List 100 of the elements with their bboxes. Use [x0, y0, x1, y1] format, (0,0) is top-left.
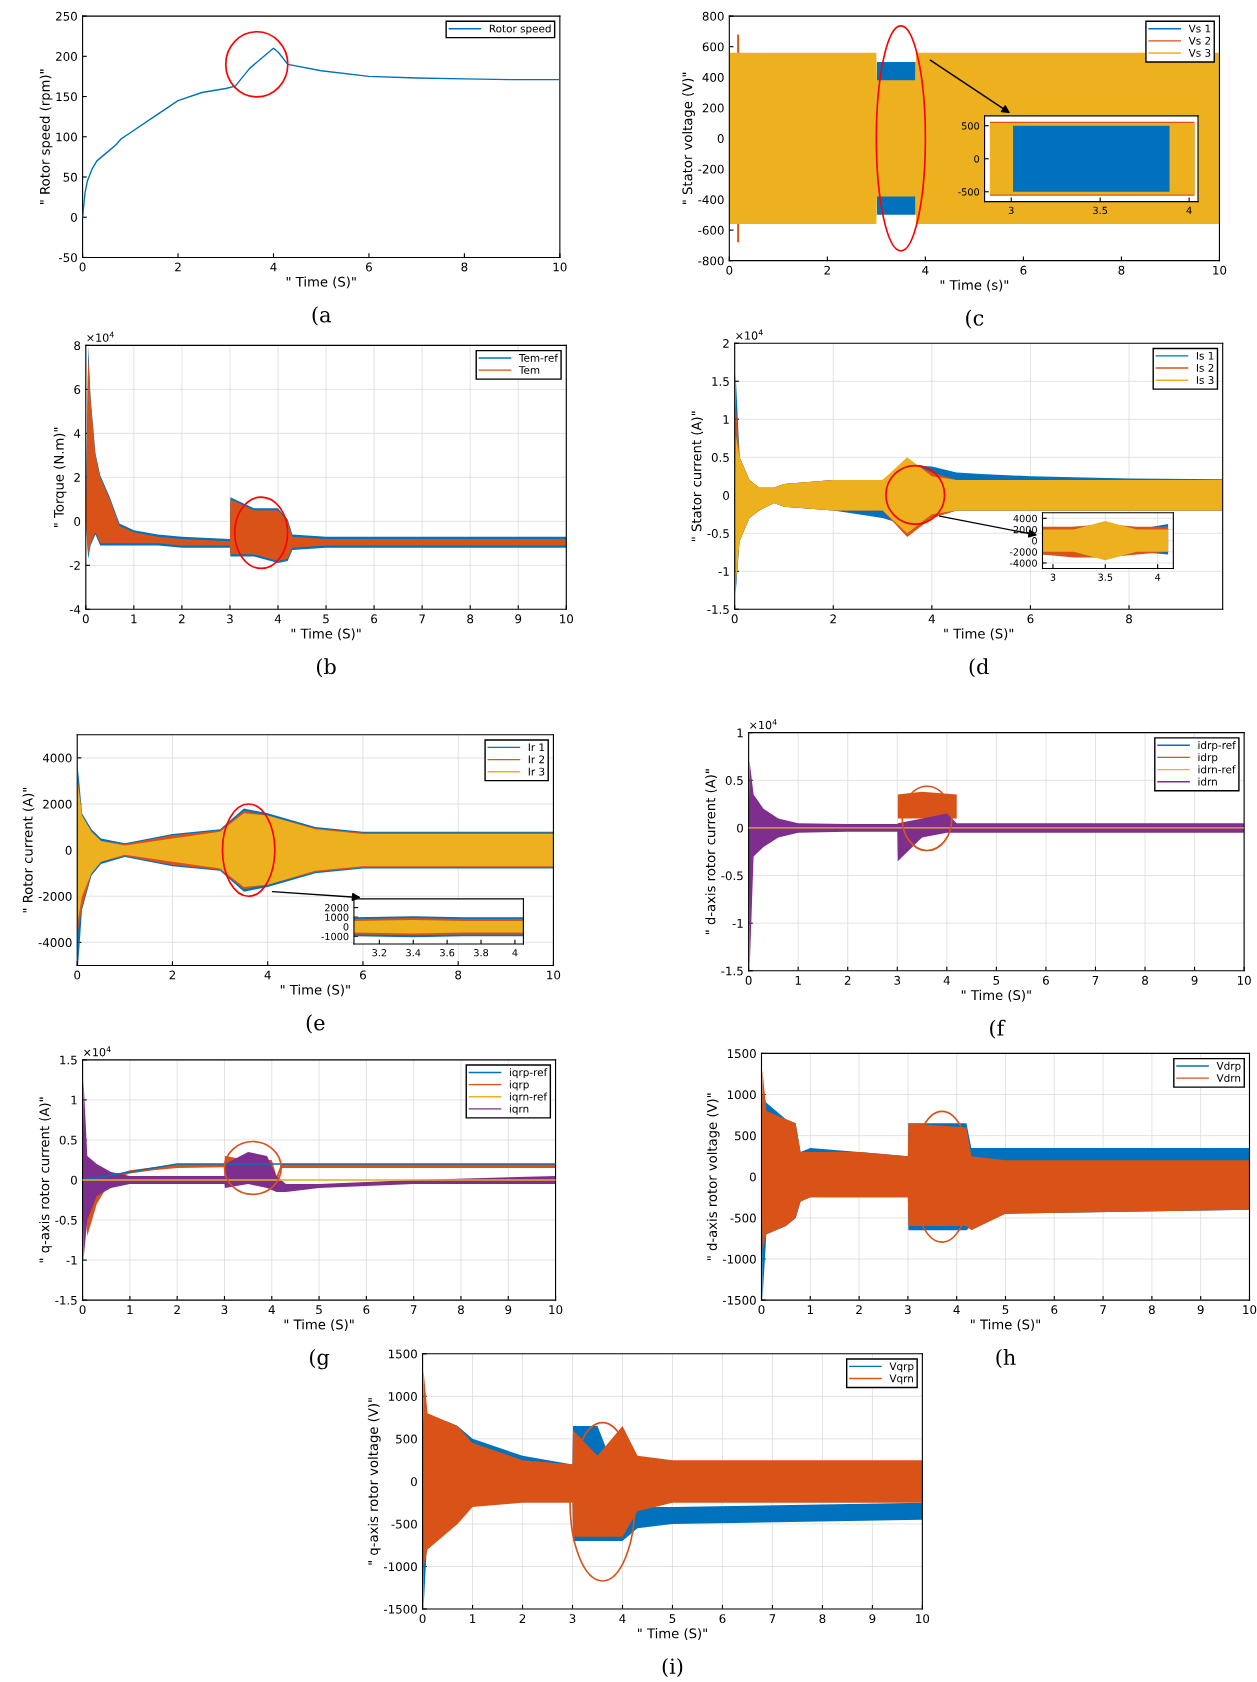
y-tick-label: -400 — [698, 195, 724, 205]
x-tick-label: 7 — [1100, 1305, 1106, 1314]
y-tick-label: -800 — [698, 256, 724, 266]
y-tick-label: -1 — [718, 567, 729, 576]
y-tick-label: -4000 — [38, 938, 72, 948]
x-axis-title: " Time (S)" — [961, 989, 1031, 1002]
y-tick-label: 2 — [74, 473, 80, 482]
x-tick-label: 3 — [1008, 206, 1014, 215]
y-tick-label: -200 — [698, 164, 724, 174]
legend-label: idrp-ref — [1198, 740, 1236, 752]
x-axis-title: " Time (S)" — [971, 1319, 1040, 1331]
text: ×10$^{4}$ — [736, 329, 763, 340]
legend-label: Tem — [518, 366, 540, 374]
x-tick-label: 3 — [221, 1305, 228, 1315]
y-tick-label: 0.5 — [711, 453, 729, 462]
x-tick-label: 3.6 — [440, 949, 455, 957]
x-tick-label: 10 — [553, 262, 567, 272]
x-tick-label: 8 — [467, 614, 474, 624]
x-tick-label: 10 — [1237, 975, 1251, 985]
x-tick-label: 1 — [131, 614, 137, 624]
text: (b — [316, 658, 336, 678]
y-tick-label: 2000 — [325, 904, 349, 912]
x-tick-label: 1 — [795, 976, 801, 985]
y-tick-label: -4 — [69, 605, 81, 614]
x-tick-label: 2 — [174, 1305, 180, 1314]
y-tick-label: 500 — [735, 1131, 756, 1141]
y-tick-label: -1 — [66, 1255, 77, 1265]
y-tick-label: 4 — [74, 429, 81, 438]
y-axis-title: " Stator voltage (V)" — [682, 72, 695, 204]
x-tick-label: 10 — [1243, 1305, 1257, 1315]
y-tick-label: -0.5 — [721, 871, 743, 881]
y-tick-label: 0 — [1032, 537, 1037, 545]
x-tick-label: 5 — [1002, 1305, 1009, 1315]
x-tick-label: 4 — [943, 976, 950, 985]
y-tick-label: -1500 — [383, 1604, 417, 1614]
y-axis-title: " q-axis rotor voltage (V)" — [367, 1398, 381, 1565]
x-tick-label: 4 — [922, 265, 929, 275]
y-tick-label: -2000 — [38, 891, 72, 901]
y-tick-label: 150 — [56, 92, 77, 102]
y-tick-label: -1.5 — [55, 1296, 77, 1305]
x-tick-label: 10 — [916, 1614, 930, 1624]
y-axis-title: " Rotor speed (rpm)" — [39, 69, 53, 204]
x-tick-label: 4 — [268, 1305, 275, 1314]
x-tick-label: 4 — [619, 1614, 626, 1623]
x-tick-label: 4 — [1155, 573, 1161, 581]
legend-label: Vdrn — [1216, 1073, 1241, 1082]
y-axis-title: " q-axis rotor current (A)" — [39, 1097, 52, 1263]
line-series — [82, 47, 560, 218]
x-tick-label: 1 — [807, 1305, 813, 1314]
y-tick-label: 1000 — [325, 913, 349, 921]
y-tick-label: 2 — [723, 338, 729, 348]
y-tick-label: 0 — [74, 517, 81, 526]
y-axis-title: " Rotor current (A)" — [22, 787, 35, 913]
y-tick-label: -1500 — [722, 1295, 756, 1305]
x-axis-title: " Time (S)" — [280, 984, 350, 997]
x-tick-label: 3.5 — [1093, 206, 1108, 215]
x-tick-label: 6 — [1051, 1305, 1058, 1315]
x-tick-label: 4 — [1186, 206, 1192, 214]
x-tick-label: 3 — [227, 614, 233, 624]
x-tick-label: 4 — [264, 970, 271, 980]
text: (a — [312, 306, 331, 326]
x-axis-title: " Time (s)" — [940, 279, 1009, 292]
x-axis-title: " Time (S)" — [944, 628, 1014, 641]
y-tick-label: 0 — [723, 491, 730, 500]
y-tick-label: -4000 — [1009, 559, 1037, 567]
x-axis-title: " Time (S)" — [291, 628, 361, 641]
x-tick-label: 6 — [363, 1305, 370, 1315]
x-tick-label: 3 — [894, 975, 901, 985]
y-tick-label: 500 — [961, 122, 980, 130]
y-tick-label: -500 — [730, 1213, 756, 1223]
x-tick-label: 4 — [512, 949, 518, 957]
legend-label: idrn-ref — [1198, 765, 1236, 774]
y-tick-label: 800 — [702, 11, 724, 21]
y-tick-label: 2000 — [1013, 525, 1037, 534]
x-tick-label: 3.2 — [372, 949, 387, 957]
x-tick-label: 6 — [360, 970, 366, 980]
y-tick-label: -1000 — [722, 1254, 756, 1264]
y-tick-label: -50 — [59, 253, 77, 263]
x-tick-label: 3.5 — [1098, 573, 1113, 581]
y-tick-label: 0 — [70, 1175, 77, 1185]
x-tick-label: 6 — [371, 614, 378, 624]
y-tick-label: 0 — [717, 134, 724, 144]
y-tick-label: 6 — [74, 385, 81, 395]
y-tick-label: 4000 — [42, 753, 72, 763]
legend-label: Vdrp — [1216, 1061, 1241, 1072]
legend-label: Ir 1 — [528, 743, 545, 752]
x-tick-label: 2 — [175, 262, 181, 272]
x-tick-label: 3.4 — [406, 949, 421, 957]
x-tick-label: 10 — [560, 614, 574, 624]
text: (i) — [662, 1657, 683, 1678]
y-tick-label: 200 — [56, 52, 77, 61]
x-tick-label: 4 — [274, 614, 282, 624]
x-tick-label: 1 — [470, 1614, 476, 1623]
y-tick-label: 0.5 — [725, 776, 743, 785]
y-tick-label: 0 — [410, 1477, 417, 1487]
x-tick-label: 0 — [82, 614, 89, 624]
y-tick-label: 1500 — [388, 1349, 417, 1359]
y-tick-label: -1.5 — [707, 605, 729, 614]
legend-label: iqrp — [509, 1080, 529, 1091]
x-tick-label: 3.8 — [474, 949, 489, 957]
